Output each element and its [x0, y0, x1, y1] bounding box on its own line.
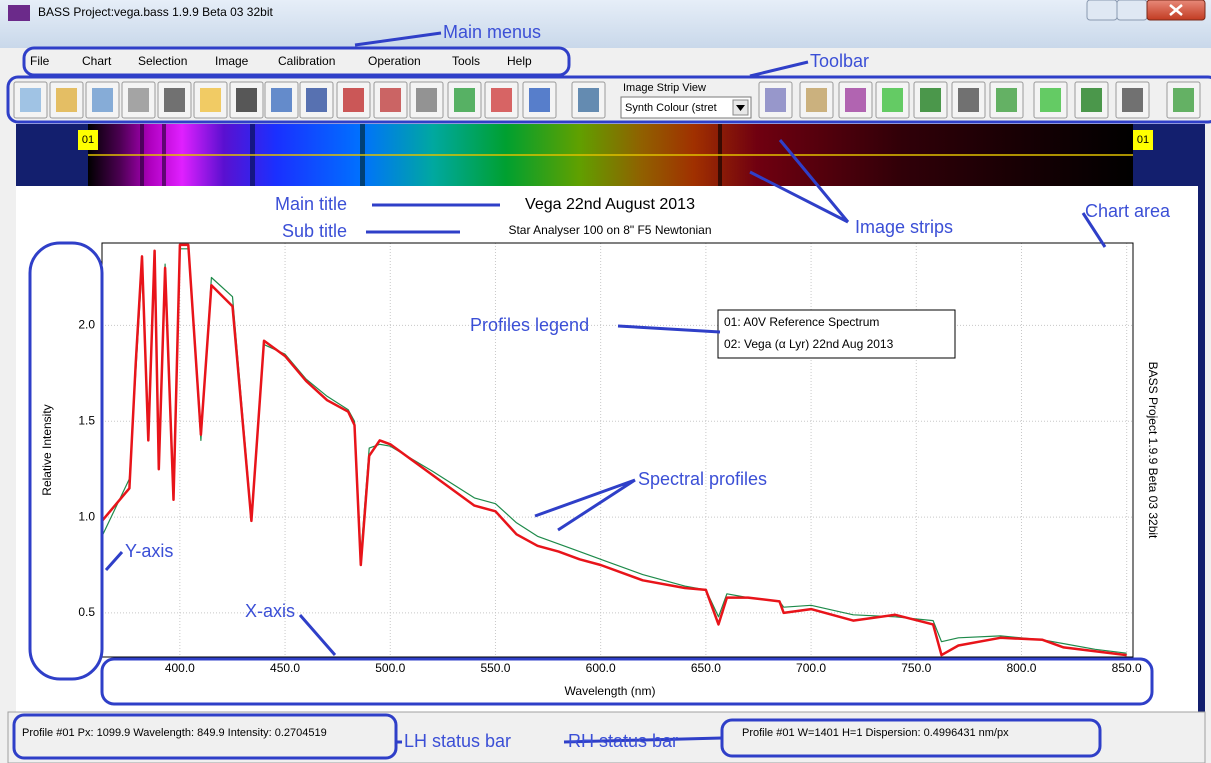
y-tick-label: 2.0 [78, 318, 95, 332]
tool-icon [416, 88, 437, 112]
annotation: RH status bar [568, 731, 678, 751]
x-tick-label: 550.0 [480, 661, 510, 675]
annotation: Main menus [443, 22, 541, 42]
tool-icon [20, 88, 41, 112]
tool-icon [56, 88, 77, 112]
tool-icon [529, 88, 550, 112]
x-tick-label: 750.0 [901, 661, 931, 675]
tool-icon [958, 88, 979, 112]
lh-status: Profile #01 Px: 1099.9 Wavelength: 849.9… [22, 727, 327, 739]
chart-border [1198, 186, 1205, 712]
tool-icon [380, 88, 401, 112]
tool-icon [806, 88, 827, 112]
annotation: Spectral profiles [638, 469, 767, 489]
menu-item[interactable]: Image [215, 54, 249, 68]
rh-status: Profile #01 W=1401 H=1 Dispersion: 0.499… [742, 727, 1009, 739]
strip-view-label: Image Strip View [623, 82, 706, 94]
tool-icon [271, 88, 292, 112]
chart-subtitle: Star Analyser 100 on 8" F5 Newtonian [508, 223, 711, 237]
x-tick-label: 450.0 [270, 661, 300, 675]
menu-item[interactable]: Operation [368, 54, 421, 68]
tool-icon [164, 88, 185, 112]
tool-icon [92, 88, 113, 112]
menu-item[interactable]: Selection [138, 54, 187, 68]
menu-item[interactable]: File [30, 54, 50, 68]
strip-view-value: Synth Colour (stret [625, 102, 717, 114]
annotation: LH status bar [404, 731, 511, 751]
tool-icon [1122, 88, 1143, 112]
tool-icon [1173, 88, 1194, 112]
y-axis-label: Relative Intensity [40, 404, 54, 495]
tool-icon [996, 88, 1017, 112]
y-tick-label: 0.5 [78, 605, 95, 619]
annotation: Main title [275, 194, 347, 214]
x-tick-label: 400.0 [165, 661, 195, 675]
watermark: BASS Project 1.9.9 Beta 03 32bit [1146, 362, 1160, 539]
menu-item[interactable]: Tools [452, 54, 480, 68]
app-window: BASS Project:vega.bass 1.9.9 Beta 03 32b… [0, 0, 1211, 763]
tool-icon [920, 88, 941, 112]
annotation: Profiles legend [470, 315, 589, 335]
x-tick-label: 500.0 [375, 661, 405, 675]
tool-icon [236, 88, 257, 112]
annotation: X-axis [245, 601, 295, 621]
y-tick-label: 1.0 [78, 509, 95, 523]
annotation: Sub title [282, 221, 347, 241]
menu-item[interactable]: Help [507, 54, 532, 68]
annotation: Y-axis [125, 541, 173, 561]
tool-icon [1081, 88, 1102, 112]
x-tick-label: 600.0 [586, 661, 616, 675]
chart-title: Vega 22nd August 2013 [525, 196, 695, 213]
x-tick-label: 850.0 [1112, 661, 1142, 675]
x-axis-label: Wavelength (nm) [565, 684, 656, 698]
page: {"window": {"title": "BASS Project:vega.… [0, 0, 1211, 763]
legend-entry: 02: Vega (α Lyr) 22nd Aug 2013 [724, 337, 894, 351]
menu-bar [8, 48, 1205, 76]
window-title: BASS Project:vega.bass 1.9.9 Beta 03 32b… [38, 5, 273, 19]
annotation: Image strips [855, 217, 953, 237]
tool-icon [845, 88, 866, 112]
tool-icon [491, 88, 512, 112]
annotation: Chart area [1085, 201, 1171, 221]
x-tick-label: 700.0 [796, 661, 826, 675]
tool-icon [454, 88, 475, 112]
app-icon [8, 5, 30, 21]
tool-icon [578, 88, 599, 112]
menu-item[interactable]: Calibration [278, 54, 335, 68]
legend-entry: 01: A0V Reference Spectrum [724, 315, 879, 329]
tool-icon [343, 88, 364, 112]
menu-item[interactable]: Chart [82, 54, 112, 68]
x-tick-label: 650.0 [691, 661, 721, 675]
tool-icon [1040, 88, 1061, 112]
y-tick-label: 1.5 [78, 413, 95, 427]
annotation: Toolbar [810, 51, 869, 71]
strip-label: 01 [82, 134, 94, 146]
tool-icon [306, 88, 327, 112]
tool-icon [882, 88, 903, 112]
chart-area [16, 186, 1198, 712]
tool-icon [128, 88, 149, 112]
minimize-button[interactable] [1087, 0, 1117, 20]
maximize-button[interactable] [1117, 0, 1147, 20]
x-tick-label: 800.0 [1006, 661, 1036, 675]
strip-label: 01 [1137, 134, 1149, 146]
tool-icon [765, 88, 786, 112]
tool-icon [200, 88, 221, 112]
